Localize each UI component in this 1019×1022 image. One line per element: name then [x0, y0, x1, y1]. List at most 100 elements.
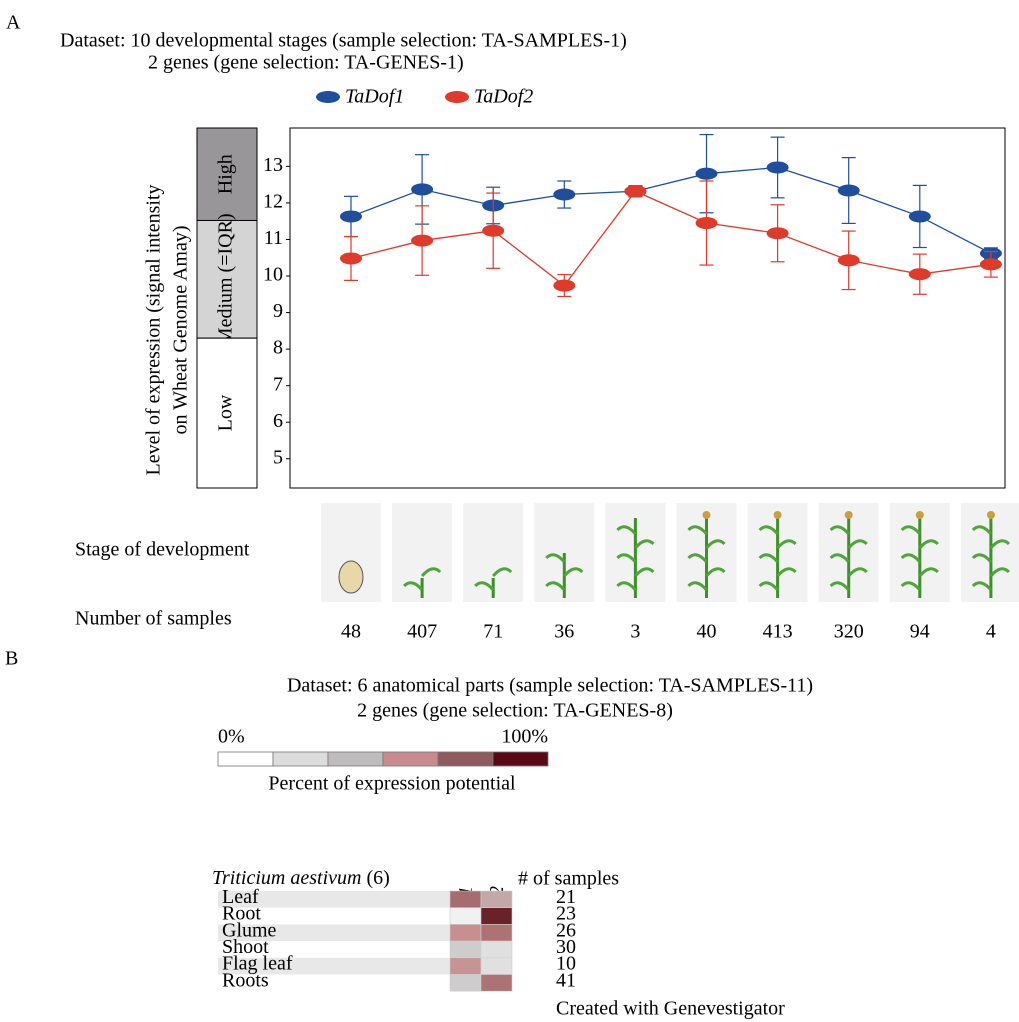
leaf	[545, 581, 566, 591]
leaf	[634, 539, 655, 549]
leaf	[616, 581, 637, 591]
leaf	[829, 581, 850, 591]
chart-subtitle: 2 genes (gene selection: TA-GENES-1)	[148, 52, 464, 74]
leaf	[989, 567, 1010, 577]
scale-swatch	[382, 751, 439, 767]
y-tick-label: 9	[273, 300, 283, 322]
leaf	[420, 567, 442, 577]
sample-count: 407	[407, 621, 437, 643]
y-axis-label: on Wheat Genome Amay)	[170, 225, 192, 434]
sample-count-header: # of samples	[518, 868, 619, 890]
series-line	[350, 190, 991, 287]
y-tick-label: 5	[273, 446, 283, 468]
panel-label: A	[6, 12, 21, 34]
row-label: Shoot	[222, 936, 269, 958]
leaf	[634, 567, 655, 577]
legend-label: TaDof2	[474, 86, 533, 108]
point	[837, 184, 860, 197]
heatmap-cell	[480, 890, 513, 909]
sample-count: 320	[834, 621, 864, 643]
leaf	[918, 567, 939, 577]
stage-label: Stage of development	[75, 539, 250, 561]
y-tick-label: 10	[263, 264, 283, 286]
sample-count: 3	[630, 621, 640, 643]
sample-count: 413	[763, 621, 793, 643]
leaf	[545, 553, 566, 563]
level-band	[196, 127, 258, 221]
leaf	[776, 539, 797, 549]
level-band	[196, 337, 258, 489]
plant-icon	[687, 511, 726, 598]
leaf	[900, 553, 921, 563]
ear	[702, 511, 711, 519]
heatmap-cell	[449, 957, 482, 975]
sample-count: 4	[986, 621, 996, 643]
leaf	[829, 553, 850, 563]
row-label: Roots	[222, 969, 269, 991]
credit: Created with Genevestigator	[556, 998, 785, 1020]
sample-count: 71	[483, 621, 503, 643]
leaf	[474, 581, 495, 591]
row-label: Root	[222, 903, 261, 925]
scale-tick-label: 100%	[501, 726, 548, 748]
ear	[915, 511, 924, 519]
scale-label: Percent of expression potential	[268, 773, 516, 795]
leaf	[687, 581, 708, 591]
leaf	[847, 567, 868, 577]
sample-count: 30	[556, 936, 576, 958]
sample-count-label: Number of samples	[75, 608, 232, 630]
heatmap-cell	[449, 890, 482, 909]
point	[553, 188, 576, 201]
plot-frame	[289, 127, 1006, 489]
level-band-label: High	[215, 154, 237, 194]
leaf	[900, 581, 921, 591]
sample-count: 10	[556, 953, 576, 975]
scale-swatch	[492, 751, 549, 767]
row-background	[218, 891, 450, 908]
leaf	[758, 553, 779, 563]
leaf	[492, 567, 513, 577]
scale-swatch	[437, 751, 494, 767]
y-tick-label: 6	[273, 410, 283, 432]
plant-icon	[900, 511, 939, 598]
row-label: Leaf	[222, 886, 259, 908]
heatmap-cell	[480, 924, 513, 942]
plant-icon	[474, 567, 513, 598]
point	[482, 224, 505, 237]
chart-title: Dataset: 6 anatomical parts (sample sele…	[287, 675, 813, 697]
point	[766, 161, 789, 174]
point	[837, 254, 860, 267]
legend-marker	[316, 91, 340, 103]
row-background	[218, 957, 450, 975]
scale-swatch	[327, 751, 384, 767]
point	[979, 258, 1002, 271]
y-tick-label: 12	[263, 191, 283, 213]
ear	[773, 511, 782, 519]
point	[340, 210, 362, 223]
point	[908, 210, 931, 223]
leaf	[829, 525, 850, 535]
heatmap-cell	[480, 957, 513, 975]
heatmap-cell	[449, 940, 482, 959]
leaf	[705, 567, 726, 577]
leaf	[918, 539, 939, 549]
chart-title: Dataset: 10 developmental stages (sample…	[60, 30, 627, 52]
sample-count: 40	[697, 621, 717, 643]
series-line	[350, 166, 992, 254]
sample-count: 94	[910, 621, 930, 643]
leaf	[971, 581, 993, 591]
point	[908, 268, 931, 281]
plant-icon	[545, 553, 584, 598]
level-band-label: Low	[215, 394, 237, 431]
y-tick-label: 8	[273, 337, 283, 359]
point	[695, 167, 718, 180]
row-label: Glume	[222, 919, 277, 941]
y-tick-label: 13	[263, 154, 283, 176]
leaf	[989, 539, 1010, 549]
scale-swatch	[217, 751, 274, 767]
scale-swatch	[272, 751, 329, 767]
scale-tick-label: 0%	[218, 726, 245, 748]
chart-subtitle: 2 genes (gene selection: TA-GENES-8)	[357, 700, 673, 722]
y-axis-label: Level of expression (signal intensity	[143, 184, 165, 475]
